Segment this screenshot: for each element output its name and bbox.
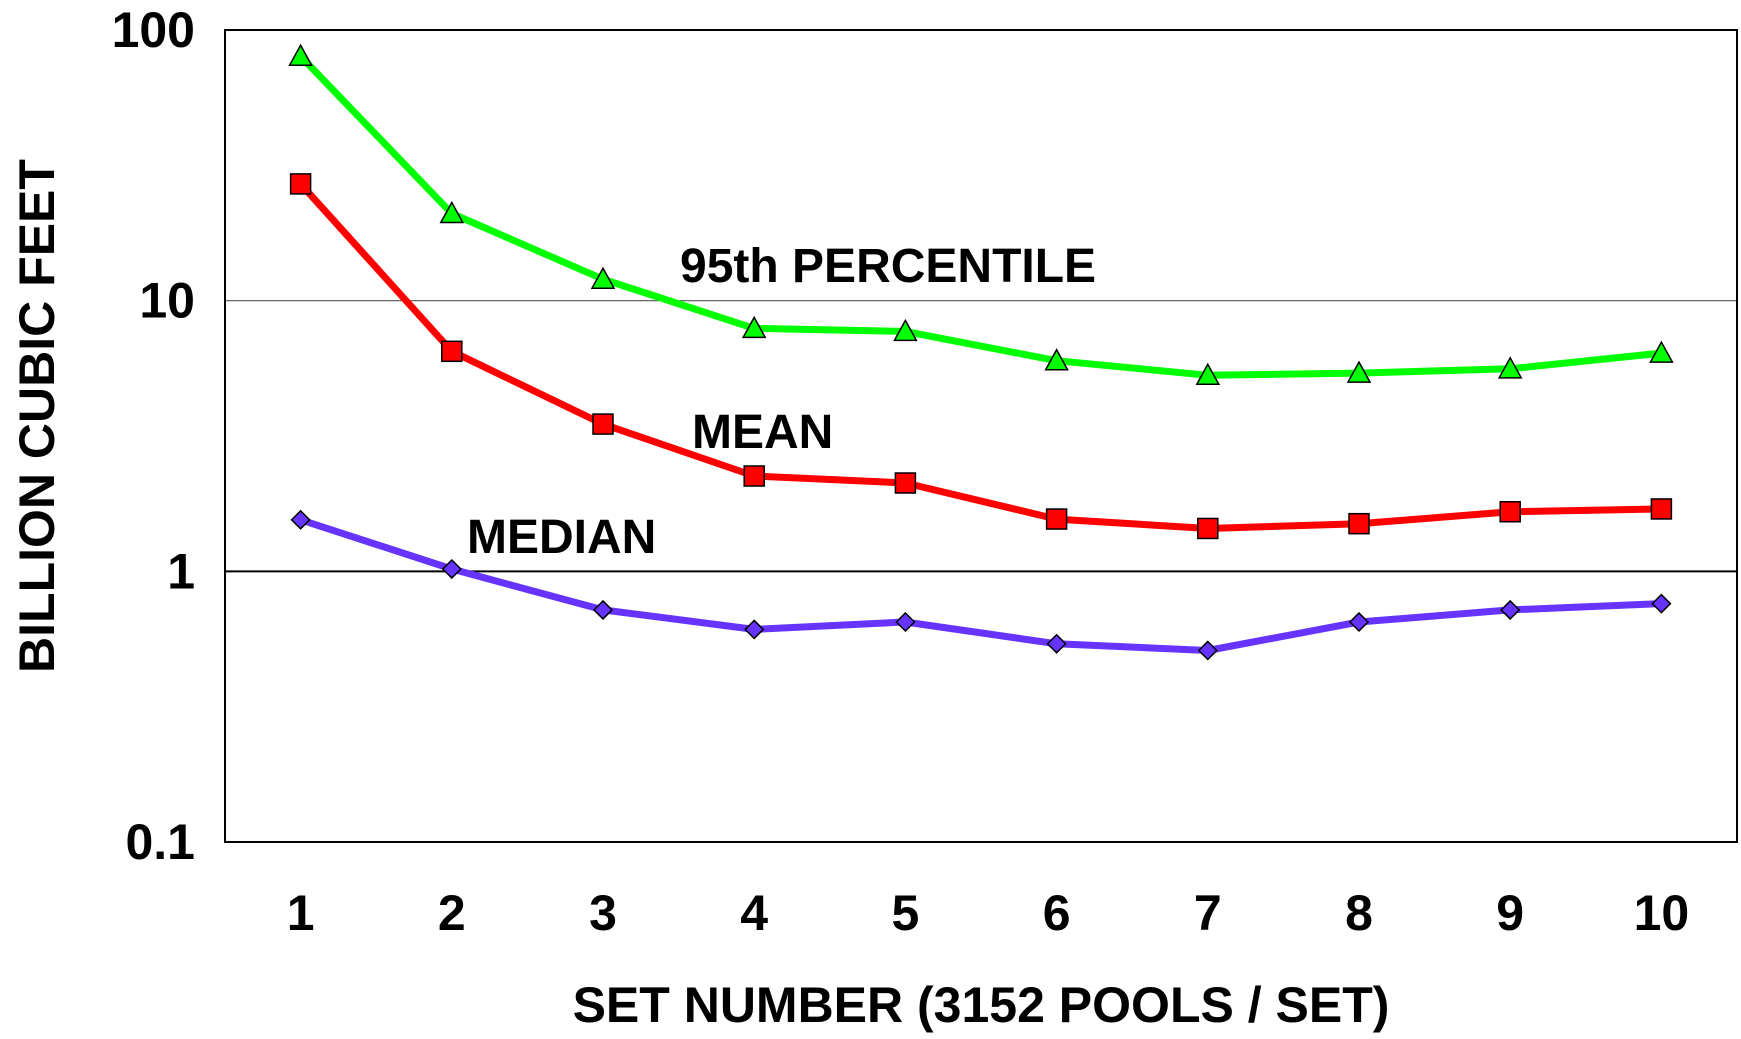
data-point-median	[441, 558, 462, 580]
series-line-95th-percentile	[298, 53, 1662, 379]
data-point-mean	[1650, 498, 1673, 520]
y-tick-label: 1	[167, 543, 195, 599]
series-95th-percentile	[288, 43, 1674, 386]
data-point-mean	[894, 472, 917, 494]
data-point-95th-percentile	[741, 315, 767, 339]
x-axis-ticks: 1 2 3 4 5 6 7 8 9 10	[287, 885, 1690, 941]
data-point-median	[290, 509, 311, 530]
series-labels: 95th PERCENTILE MEAN MEDIAN	[467, 240, 1096, 564]
data-point-median	[1046, 633, 1067, 654]
x-tick-label: 5	[891, 885, 919, 941]
x-tick-label: 2	[438, 885, 466, 941]
plot-area-frame	[224, 29, 1738, 843]
y-tick-label: 100	[112, 2, 195, 58]
series-layer	[288, 43, 1674, 661]
data-point-95th-percentile	[893, 318, 918, 342]
data-point-95th-percentile	[1346, 360, 1372, 383]
data-point-mean	[441, 340, 463, 363]
series-label-mean: MEAN	[692, 406, 833, 459]
y-axis-ticks: 0.1 1 10 100	[112, 2, 195, 870]
data-point-median	[592, 599, 614, 621]
data-point-95th-percentile	[1044, 348, 1069, 371]
series-mean	[289, 173, 1673, 540]
series-median	[290, 509, 1672, 661]
data-point-mean	[289, 173, 312, 195]
data-point-mean	[1197, 517, 1219, 540]
x-tick-label: 10	[1634, 885, 1690, 941]
data-point-95th-percentile	[1649, 340, 1674, 363]
data-point-mean	[592, 413, 614, 435]
data-point-mean	[1348, 512, 1370, 535]
x-tick-label: 4	[740, 885, 768, 941]
y-tick-label: 10	[139, 273, 195, 329]
data-point-median	[895, 611, 916, 633]
y-tick-label: 0.1	[125, 814, 195, 870]
x-tick-label: 8	[1345, 885, 1373, 941]
data-point-median	[744, 619, 765, 640]
data-point-mean	[1499, 501, 1521, 523]
data-point-95th-percentile	[1195, 362, 1221, 386]
data-point-95th-percentile	[1497, 356, 1523, 379]
data-point-median	[1651, 593, 1672, 614]
x-axis-title: SET NUMBER (3152 POOLS / SET)	[573, 977, 1390, 1033]
series-line-median	[299, 516, 1662, 654]
x-tick-label: 7	[1194, 885, 1222, 941]
series-label-median: MEDIAN	[467, 511, 656, 564]
y-axis-title: BILLION CUBIC FEET	[9, 159, 65, 673]
x-tick-label: 6	[1043, 885, 1071, 941]
grid-lines	[225, 300, 1737, 573]
x-tick-label: 1	[287, 885, 315, 941]
data-point-mean	[1045, 508, 1068, 530]
data-point-median	[1348, 611, 1370, 633]
series-line-mean	[298, 181, 1662, 532]
data-point-median	[1500, 599, 1521, 621]
x-tick-label: 3	[589, 885, 617, 941]
x-tick-label: 9	[1496, 885, 1524, 941]
data-point-95th-percentile	[590, 266, 616, 289]
data-point-median	[1197, 640, 1218, 661]
data-point-mean	[743, 465, 765, 487]
data-point-95th-percentile	[439, 200, 465, 224]
series-label-95th-percentile: 95th PERCENTILE	[680, 240, 1096, 293]
data-point-95th-percentile	[288, 43, 313, 66]
